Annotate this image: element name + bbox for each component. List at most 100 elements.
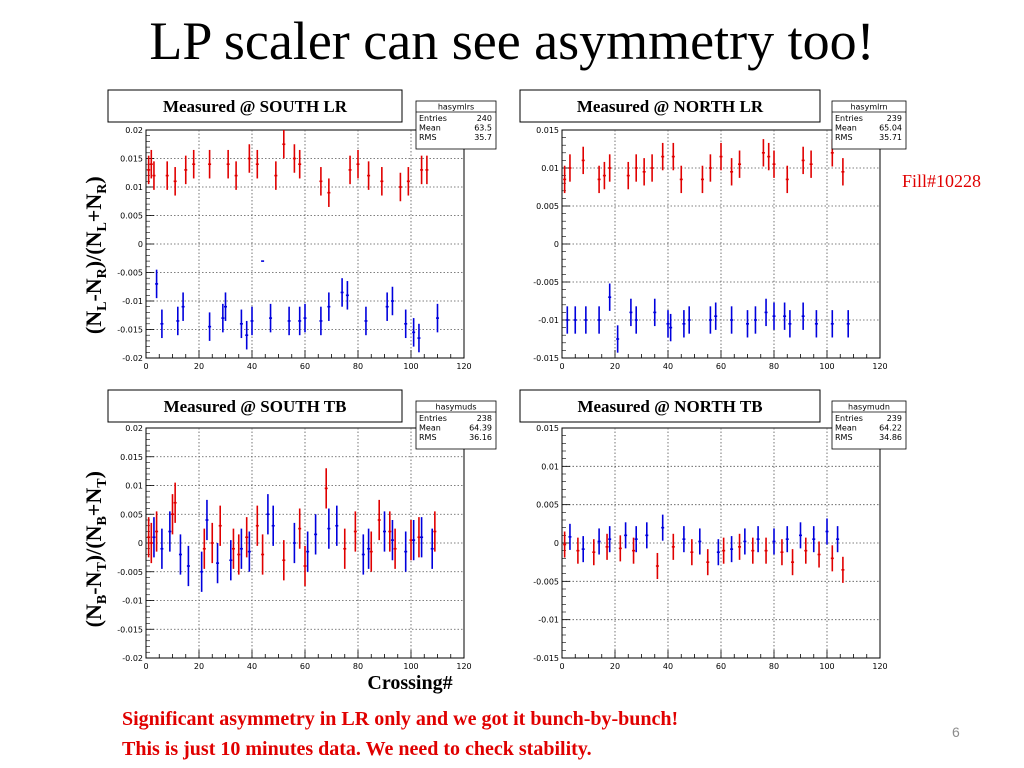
y-tick-label: -0.015	[117, 625, 143, 634]
y-tick-label: 0	[138, 240, 143, 249]
x-tick-label: 40	[663, 362, 673, 371]
x-tick-label: 40	[247, 662, 257, 671]
stats-value: 63.5	[474, 124, 492, 133]
x-tick-label: 40	[663, 662, 673, 671]
stats-name: hasymlrn	[850, 103, 887, 112]
fill-label: Fill#10228	[902, 171, 982, 191]
x-tick-label: 40	[247, 362, 257, 371]
y-tick-label: 0.01	[125, 482, 143, 491]
x-tick-label: 80	[769, 662, 779, 671]
stats-box: hasymudn Entries 239 Mean 64.22 RMS 34.86	[831, 400, 907, 450]
stats-name: hasymlrs	[438, 103, 474, 112]
x-tick-label: 100	[403, 362, 418, 371]
x-tick-label: 120	[456, 362, 471, 371]
y-tick-label: -0.005	[117, 568, 143, 577]
y-tick-label: 0.01	[541, 164, 559, 173]
stats-label: RMS	[835, 433, 853, 442]
y-tick-label: -0.02	[122, 654, 143, 663]
x-axis-label: Crossing#	[367, 672, 453, 694]
stats-box-frame	[415, 100, 497, 150]
x-tick-label: 100	[819, 362, 834, 371]
stats-label: RMS	[419, 433, 437, 442]
x-tick-label: 80	[353, 662, 363, 671]
stats-box: hasymlrs Entries 240 Mean 63.5 RMS 35.7	[415, 100, 497, 150]
x-tick-label: 60	[716, 362, 726, 371]
chart-title: Measured @ NORTH TB	[577, 397, 762, 416]
x-tick-label: 60	[716, 662, 726, 671]
chart-title: Measured @ SOUTH TB	[164, 397, 347, 416]
x-tick-label: 0	[143, 362, 148, 371]
stats-label: RMS	[419, 133, 437, 142]
stats-value: 239	[887, 114, 902, 123]
stats-name: hasymuds	[436, 403, 477, 412]
stats-value: 240	[477, 114, 492, 123]
chart-title-box	[107, 389, 403, 423]
stats-label: Mean	[419, 124, 441, 133]
chart-title: Measured @ SOUTH LR	[163, 97, 348, 116]
y-tick-label: 0.005	[120, 212, 143, 221]
y-tick-label: 0.015	[536, 126, 559, 135]
x-tick-label: 20	[194, 362, 204, 371]
y-tick-label: -0.01	[122, 297, 143, 306]
stats-label: Entries	[835, 114, 863, 123]
stats-label: Entries	[835, 414, 863, 423]
y-tick-label: -0.01	[122, 597, 143, 606]
north-lr-panel: 0 20 40 60 80 100 120 -0.015 -0.01 -0.005 0 0.005 0.…	[519, 89, 907, 371]
stats-label: Mean	[835, 124, 857, 133]
y-tick-label: 0.02	[125, 126, 143, 135]
x-tick-label: 80	[769, 362, 779, 371]
y-tick-label: 0	[554, 240, 559, 249]
note-line-1: Significant asymmetry in LR only and we …	[122, 708, 679, 730]
x-tick-label: 0	[143, 662, 148, 671]
y-tick-label: 0.01	[125, 183, 143, 192]
y-tick-label: 0.005	[120, 510, 143, 519]
y-tick-label: 0.01	[541, 462, 559, 471]
y-tick-label: -0.01	[538, 316, 559, 325]
x-tick-label: 0	[559, 362, 564, 371]
x-tick-label: 0	[559, 662, 564, 671]
stats-label: Mean	[419, 424, 441, 433]
y-tick-label: -0.005	[533, 278, 559, 287]
y-tick-label: -0.015	[533, 354, 559, 363]
y-tick-label: 0.005	[536, 202, 559, 211]
x-tick-label: 120	[872, 362, 887, 371]
stats-value: 238	[477, 414, 492, 423]
stats-value: 35.71	[879, 133, 902, 142]
y-tick-label: 0.015	[120, 453, 143, 462]
x-tick-label: 20	[194, 662, 204, 671]
stats-value: 34.86	[879, 433, 902, 442]
y-tick-label: -0.02	[122, 354, 143, 363]
stats-label: Entries	[419, 114, 447, 123]
y-tick-label: -0.005	[117, 269, 143, 278]
y-tick-label: -0.01	[538, 616, 559, 625]
stats-label: RMS	[835, 133, 853, 142]
chart-title-box	[519, 89, 821, 123]
stats-label: Mean	[835, 424, 857, 433]
y-tick-label: 0	[138, 539, 143, 548]
stats-box: hasymlrn Entries 239 Mean 65.04 RMS 35.71	[831, 100, 907, 150]
stats-value: 36.16	[469, 433, 492, 442]
y-tick-label: 0	[554, 539, 559, 548]
stats-value: 239	[887, 414, 902, 423]
y-tick-label: 0.015	[536, 424, 559, 433]
chart-title-box	[107, 89, 403, 123]
south-tb-panel: 0 20 40 60 80 100 120 -0.02 -0.015 -0.01 -0.005 0 0.…	[107, 389, 497, 671]
chart-title-box	[519, 389, 821, 423]
stats-box: hasymuds Entries 238 Mean 64.39 RMS 36.16	[415, 400, 497, 450]
x-tick-label: 80	[353, 362, 363, 371]
x-tick-label: 100	[403, 662, 418, 671]
stats-value: 65.04	[879, 124, 902, 133]
y-tick-label: -0.015	[117, 326, 143, 335]
stats-value: 64.39	[469, 424, 492, 433]
slide-title: LP scaler can see asymmetry too!	[149, 11, 875, 71]
stats-name: hasymudn	[848, 403, 890, 412]
x-tick-label: 20	[610, 362, 620, 371]
stats-value: 64.22	[879, 424, 902, 433]
x-tick-label: 100	[819, 662, 834, 671]
north-tb-panel: 0 20 40 60 80 100 120 -0.015 -0.01 -0.005 0 0.005 0.…	[519, 389, 907, 671]
y-tick-label: 0.02	[125, 424, 143, 433]
stats-label: Entries	[419, 414, 447, 423]
chart-title: Measured @ NORTH LR	[577, 97, 764, 116]
stats-box-frame	[831, 400, 907, 450]
y-tick-label: 0.005	[536, 501, 559, 510]
